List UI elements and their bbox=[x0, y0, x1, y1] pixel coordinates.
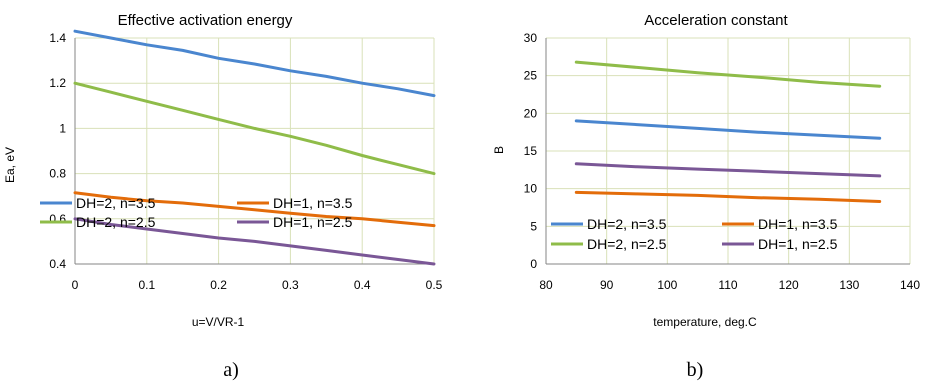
y-tick-label: 20 bbox=[524, 106, 538, 120]
y-tick-label: 0.6 bbox=[49, 212, 66, 226]
legend-label: DH=1, n=2.5 bbox=[273, 214, 353, 230]
series-line bbox=[73, 191, 436, 228]
series-line bbox=[574, 119, 882, 140]
x-tick-label: 140 bbox=[900, 278, 920, 292]
x-tick-label: 0.3 bbox=[282, 278, 299, 292]
x-tick-label: 0.1 bbox=[138, 278, 155, 292]
chart-title: Effective activation energy bbox=[118, 12, 293, 29]
y-tick-label: 1.4 bbox=[49, 31, 66, 45]
x-tick-label: 0.2 bbox=[210, 278, 227, 292]
x-tick-label: 110 bbox=[718, 278, 737, 292]
chart-acceleration-constant: Acceleration constant B temperature, deg… bbox=[492, 12, 920, 329]
series-line bbox=[73, 29, 436, 98]
y-axis-label: Ea, eV bbox=[3, 147, 17, 183]
series-line bbox=[574, 190, 882, 203]
x-tick-label: 120 bbox=[779, 278, 799, 292]
caption-b: b) bbox=[687, 359, 704, 381]
legend-label: DH=2, n=2.5 bbox=[587, 236, 667, 252]
y-tick-label: 10 bbox=[524, 182, 538, 196]
x-tick-label: 0.4 bbox=[354, 278, 371, 292]
x-tick-label: 130 bbox=[839, 278, 859, 292]
y-tick-label: 25 bbox=[524, 69, 538, 83]
plot-area: 0 5 10 15 20 25 30 80 90 100 110 120 130 140 DH=2, n=3… bbox=[524, 31, 921, 292]
series-line bbox=[574, 162, 882, 178]
y-tick-label: 15 bbox=[524, 144, 538, 158]
y-tick-label: 0.4 bbox=[49, 257, 66, 271]
y-tick-label: 1 bbox=[59, 121, 66, 135]
x-tick-label: 80 bbox=[539, 278, 553, 292]
legend-label: DH=1, n=3.5 bbox=[758, 216, 838, 232]
legend-label: DH=2, n=3.5 bbox=[76, 195, 156, 211]
series-line bbox=[73, 217, 436, 266]
chart-activation-energy: Effective activation energy Ea, eV u=V/V… bbox=[3, 12, 443, 329]
x-tick-label: 0 bbox=[72, 278, 79, 292]
x-axis-label: u=V/VR-1 bbox=[192, 315, 245, 329]
legend-label: DH=1, n=2.5 bbox=[758, 236, 838, 252]
series-line bbox=[574, 60, 882, 88]
x-tick-label: 0.5 bbox=[426, 278, 443, 292]
y-axis-label: B bbox=[492, 146, 506, 154]
series-line bbox=[73, 81, 436, 176]
y-tick-label: 0.8 bbox=[49, 167, 66, 181]
x-axis-label: temperature, deg.C bbox=[653, 315, 757, 329]
x-tick-label: 90 bbox=[600, 278, 614, 292]
legend-label: DH=2, n=3.5 bbox=[587, 216, 667, 232]
legend-label: DH=2, n=2.5 bbox=[76, 214, 156, 230]
y-tick-label: 0 bbox=[530, 257, 537, 271]
legend-label: DH=1, n=3.5 bbox=[273, 195, 353, 211]
caption-a: a) bbox=[223, 359, 239, 381]
x-tick-label: 100 bbox=[657, 278, 677, 292]
y-tick-label: 30 bbox=[524, 31, 538, 45]
chart-title: Acceleration constant bbox=[644, 12, 788, 29]
y-tick-label: 1.2 bbox=[49, 76, 66, 90]
plot-area: 0.4 0.6 0.8 1 1.2 1.4 0 0.1 0.2 0.3 0.4 0.5 DH=2, n=… bbox=[40, 29, 443, 292]
y-tick-label: 5 bbox=[530, 219, 537, 233]
